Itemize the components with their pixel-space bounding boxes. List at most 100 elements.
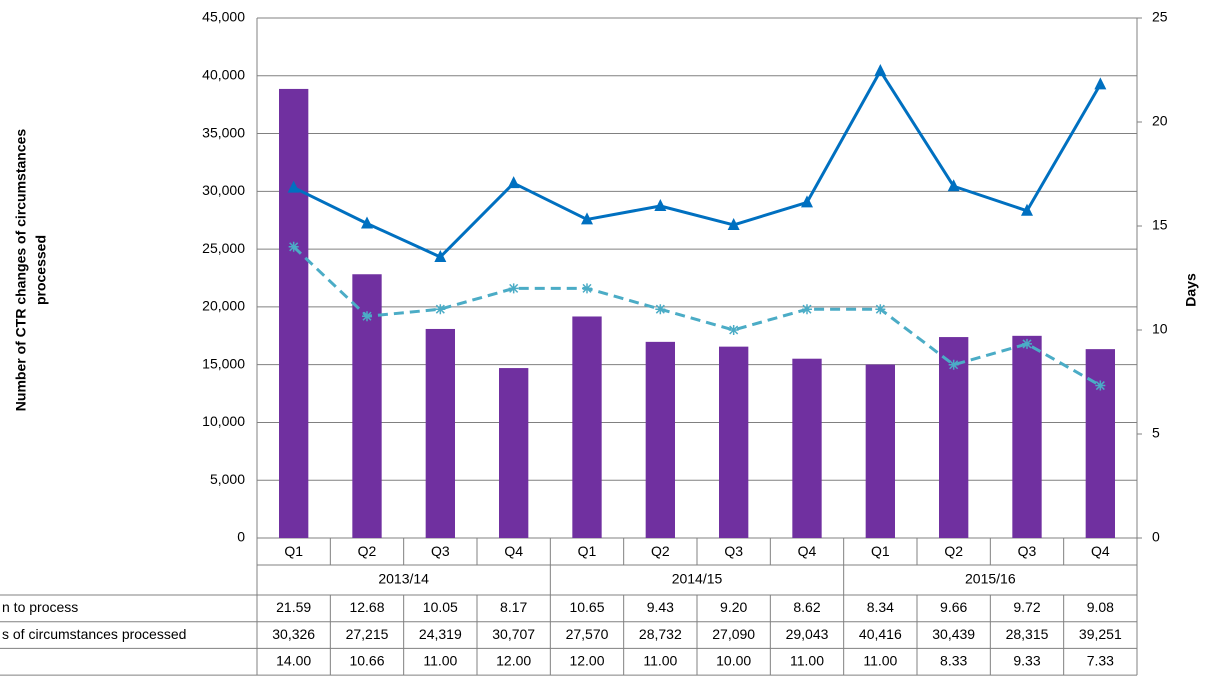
marker: [1095, 380, 1106, 391]
x-tick-label: Q3: [724, 543, 743, 559]
y-axis-title: Number of CTR changes of circumstances: [13, 129, 29, 412]
table-cell: 14.00: [276, 652, 311, 668]
x-tick-label: Q4: [504, 543, 523, 559]
table-cell: 28,315: [1006, 626, 1049, 642]
bar: [792, 358, 822, 538]
x-tick-label: Q2: [651, 543, 670, 559]
table-cell: 24,319: [419, 626, 462, 642]
marker: [727, 217, 740, 230]
marker: [361, 216, 373, 229]
x-tick-label: Q1: [284, 543, 303, 559]
marker: [1094, 77, 1107, 90]
table-cell: 12.68: [349, 599, 384, 615]
table-cell: 27,570: [566, 626, 609, 642]
bar: [1012, 335, 1042, 538]
table-cell: 21.59: [276, 599, 311, 615]
table-cell: 11.00: [863, 652, 897, 668]
bar: [499, 368, 529, 538]
bar: [865, 364, 895, 538]
x-tick-label: Q2: [358, 543, 377, 559]
y-tick-label: 30,000: [202, 182, 245, 198]
y2-axis-title: Days: [1183, 273, 1199, 307]
x-tick-label: Q1: [871, 543, 890, 559]
marker: [434, 249, 447, 262]
table-cell: 39,251: [1079, 626, 1122, 642]
y2-tick-label: 25: [1152, 9, 1168, 25]
table-cell: 7.33: [1087, 652, 1114, 668]
table-cell: 11.00: [423, 652, 457, 668]
bar: [279, 88, 309, 538]
marker: [582, 283, 592, 294]
table-cell: 29,043: [786, 626, 829, 642]
table-cell: 9.66: [940, 599, 967, 615]
group-label: 2014/15: [672, 571, 723, 587]
y2-tick-label: 10: [1152, 321, 1168, 337]
marker: [581, 212, 593, 225]
marker: [801, 195, 813, 208]
table-cell: 11.00: [790, 652, 824, 668]
y-tick-label: 10,000: [202, 413, 245, 429]
group-label: 2013/14: [378, 571, 429, 587]
line: [293, 69, 1102, 259]
y-tick-label: 45,000: [202, 9, 245, 25]
x-tick-label: Q4: [1091, 543, 1110, 559]
table-cell: 10.05: [423, 599, 458, 615]
marker: [362, 311, 372, 322]
bar: [425, 328, 455, 538]
table-cell: 8.33: [940, 652, 967, 668]
bar: [572, 316, 602, 538]
x-tick-label: Q4: [798, 543, 817, 559]
y-tick-label: 20,000: [202, 298, 245, 314]
table-cell: 9.08: [1087, 599, 1114, 615]
x-tick-label: Q3: [431, 543, 450, 559]
y-axis-title: processed: [33, 235, 49, 305]
x-tick-label: Q3: [1018, 543, 1037, 559]
marker: [875, 304, 886, 315]
y2-tick-label: 15: [1152, 217, 1168, 233]
table-cell: 27,215: [346, 626, 389, 642]
table-cell: 30,707: [492, 626, 535, 642]
x-tick-label: Q2: [944, 543, 963, 559]
table-cell: 8.62: [793, 599, 820, 615]
table-cell: 12.00: [569, 652, 604, 668]
bar: [719, 346, 749, 538]
table-cell: 30,326: [272, 626, 315, 642]
table-cell: 8.17: [500, 599, 527, 615]
marker: [288, 241, 299, 252]
marker: [948, 359, 959, 370]
y2-tick-label: 20: [1152, 113, 1168, 129]
legend-label: n to process: [2, 599, 78, 615]
marker: [1022, 338, 1032, 349]
y2-tick-label: 0: [1152, 529, 1160, 545]
bar: [645, 341, 675, 538]
marker: [1021, 203, 1033, 216]
table-cell: 40,416: [859, 626, 902, 642]
y-tick-label: 15,000: [202, 355, 245, 371]
legend-label: s of circumstances processed: [2, 626, 186, 642]
marker: [655, 304, 666, 315]
marker: [507, 176, 520, 189]
group-label: 2015/16: [965, 571, 1016, 587]
table-cell: 10.65: [569, 599, 604, 615]
table-cell: 30,439: [932, 626, 975, 642]
table-cell: 8.34: [867, 599, 894, 615]
marker: [802, 304, 812, 315]
table-cell: 9.33: [1013, 652, 1040, 668]
table-cell: 10.66: [349, 652, 384, 668]
marker: [654, 198, 667, 211]
table-cell: 27,090: [712, 626, 755, 642]
table-cell: 9.20: [720, 599, 747, 615]
marker: [508, 283, 519, 294]
y-tick-label: 40,000: [202, 66, 245, 82]
marker: [874, 63, 887, 76]
marker: [947, 179, 960, 192]
table-cell: 28,732: [639, 626, 682, 642]
bar: [1085, 349, 1115, 538]
table-cell: 10.00: [716, 652, 751, 668]
line: [292, 245, 1102, 387]
y-tick-label: 0: [237, 529, 245, 545]
y-tick-label: 35,000: [202, 124, 245, 140]
marker: [728, 325, 739, 335]
y-tick-label: 25,000: [202, 240, 245, 256]
